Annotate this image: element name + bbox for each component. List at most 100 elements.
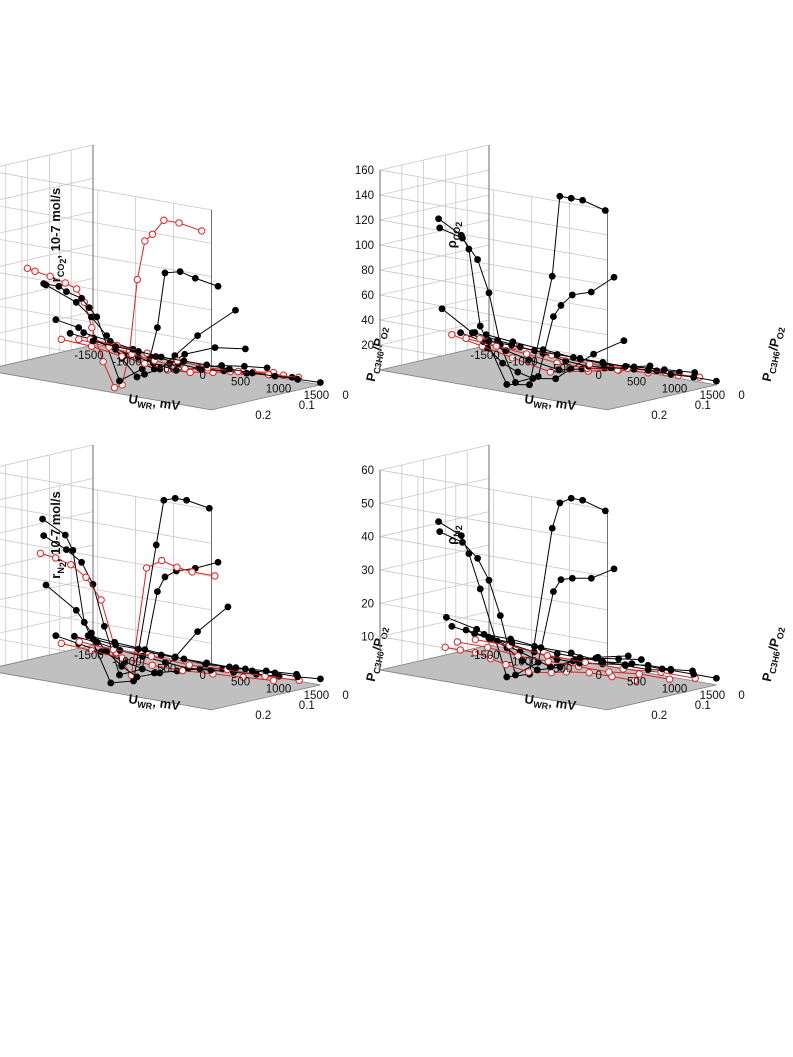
data-point-1-6 [116, 377, 123, 385]
data-point-3-6 [181, 350, 189, 358]
data-point-9-3 [553, 650, 561, 658]
y-tick-label: 30 [361, 565, 374, 577]
side-wall-gridline [379, 511, 490, 538]
chart-rho-co2-3d: 20406080100120140160-1500-1000-500050010… [355, 144, 787, 422]
x-tick-label: 1500 [700, 690, 726, 702]
data-point-4-4 [546, 663, 554, 671]
y-label-sub: N [56, 567, 66, 574]
y-label-sub2: 2 [454, 222, 464, 227]
data-point-9-1 [508, 341, 516, 349]
series-line-5 [69, 332, 268, 371]
data-point-5-3 [553, 359, 561, 367]
series-0 [39, 494, 213, 687]
z-label-sub1: C3H6 [767, 650, 782, 675]
data-point-2-10 [188, 568, 196, 576]
data-point-7-2 [543, 651, 552, 660]
data-point-2-3 [103, 332, 111, 340]
series-line-5 [61, 642, 274, 682]
x-tick-label: 500 [231, 677, 250, 689]
y-tick-label: 140 [355, 190, 374, 202]
data-point-7-2 [147, 652, 156, 660]
x-tick-label: 0 [595, 670, 601, 682]
chart-rco2-3d: 0.51.01.52.02.53.0-1500-1000-50005001000… [0, 144, 391, 422]
y-tick-label: 40 [361, 532, 374, 544]
side-wall-gridline [0, 211, 94, 234]
y-tick-label: 60 [361, 290, 374, 302]
data-point-9-3 [157, 353, 165, 361]
z-label-sub2: O2 [379, 326, 391, 340]
x-label-u: U [128, 691, 139, 707]
data-point-1-9 [154, 324, 161, 331]
side-wall-gridline [379, 477, 490, 504]
data-point-2-0 [441, 643, 449, 652]
data-point-4-3 [141, 359, 149, 368]
data-point-0-3 [476, 585, 484, 593]
back-wall-gridline [0, 505, 212, 544]
data-point-2-8 [590, 350, 597, 358]
data-point-1-0 [436, 224, 444, 232]
z-tick-label: 0 [738, 690, 744, 702]
data-point-2-1 [72, 298, 80, 306]
data-point-9-10 [713, 377, 720, 385]
data-point-9-6 [622, 363, 629, 370]
data-point-0-0 [435, 518, 442, 526]
data-point-8-0 [480, 630, 488, 638]
x-label-sub: WR [533, 399, 550, 411]
side-wall-gridline [0, 311, 94, 334]
series-1 [40, 532, 222, 679]
y-axis-label: ρN2 [444, 525, 464, 545]
data-point-5-0 [57, 639, 66, 648]
series-line-6 [74, 635, 280, 677]
z-axis-label: PC3H6/PO2 [363, 325, 391, 383]
x-tick-label: -1000 [508, 657, 537, 669]
data-point-3-9 [224, 603, 232, 611]
data-point-0-4 [503, 673, 511, 681]
y-tick-label: 20 [361, 340, 374, 352]
x-tick-label: -1500 [470, 650, 499, 662]
data-point-1-1 [55, 282, 63, 290]
data-point-0-0 [39, 515, 46, 523]
data-point-2-3 [82, 573, 90, 582]
data-point-1-0 [436, 528, 444, 536]
data-point-1-2 [474, 256, 481, 263]
data-point-0-8 [110, 383, 119, 392]
side-wall-gridline [379, 294, 490, 321]
x-tick-label: -1500 [74, 650, 103, 662]
side-wall-gridline [0, 244, 94, 267]
data-point-9-10 [317, 675, 324, 683]
x-tick-label: -1000 [112, 357, 141, 369]
data-point-9-6 [622, 662, 629, 670]
data-point-2-11 [211, 572, 219, 580]
chart-panel-rco2: 0.51.01.52.02.53.0-1500-1000-50005001000… [0, 50, 396, 422]
data-point-3-8 [194, 628, 201, 635]
y-axis-label: ρCO2 [444, 222, 464, 249]
chart-rn2-3d: -1500 -1000 -500 0 500 1000 1500 0 0.1 0.2 rN2, 10… [0, 444, 391, 722]
data-point-0-7 [99, 357, 107, 366]
side-wall-gridline [0, 444, 94, 467]
data-point-0-6 [152, 541, 160, 549]
x-tick-label: -500 [153, 363, 176, 375]
data-point-0-6 [548, 524, 556, 532]
x-axis-label: UWR, mV [523, 391, 577, 415]
y-axis-label: rCO2, 10-7 mol/s [48, 188, 68, 282]
x-tick-label: 1000 [266, 683, 292, 695]
data-point-2-0 [36, 549, 45, 558]
side-wall-gridline [379, 194, 490, 221]
data-point-3-3 [546, 368, 555, 376]
data-point-9-4 [576, 654, 584, 662]
data-point-7-0 [80, 329, 88, 337]
data-point-1-2 [78, 558, 85, 566]
data-point-7-5 [197, 365, 205, 373]
y-label-rest: , 10-7 mol/s [48, 491, 63, 562]
x-axis-label: UWR, mV [523, 691, 577, 715]
data-point-0-4 [107, 679, 115, 687]
data-point-3-0 [52, 316, 60, 324]
data-point-0-8 [171, 494, 179, 502]
data-point-0-7 [556, 499, 564, 507]
data-point-4-0 [52, 632, 60, 640]
z-tick-label: 0.2 [651, 410, 667, 422]
x-tick-label: 500 [627, 377, 646, 389]
data-point-2-4 [502, 660, 510, 669]
data-point-7-0 [471, 635, 480, 644]
data-point-0-4 [503, 381, 511, 388]
